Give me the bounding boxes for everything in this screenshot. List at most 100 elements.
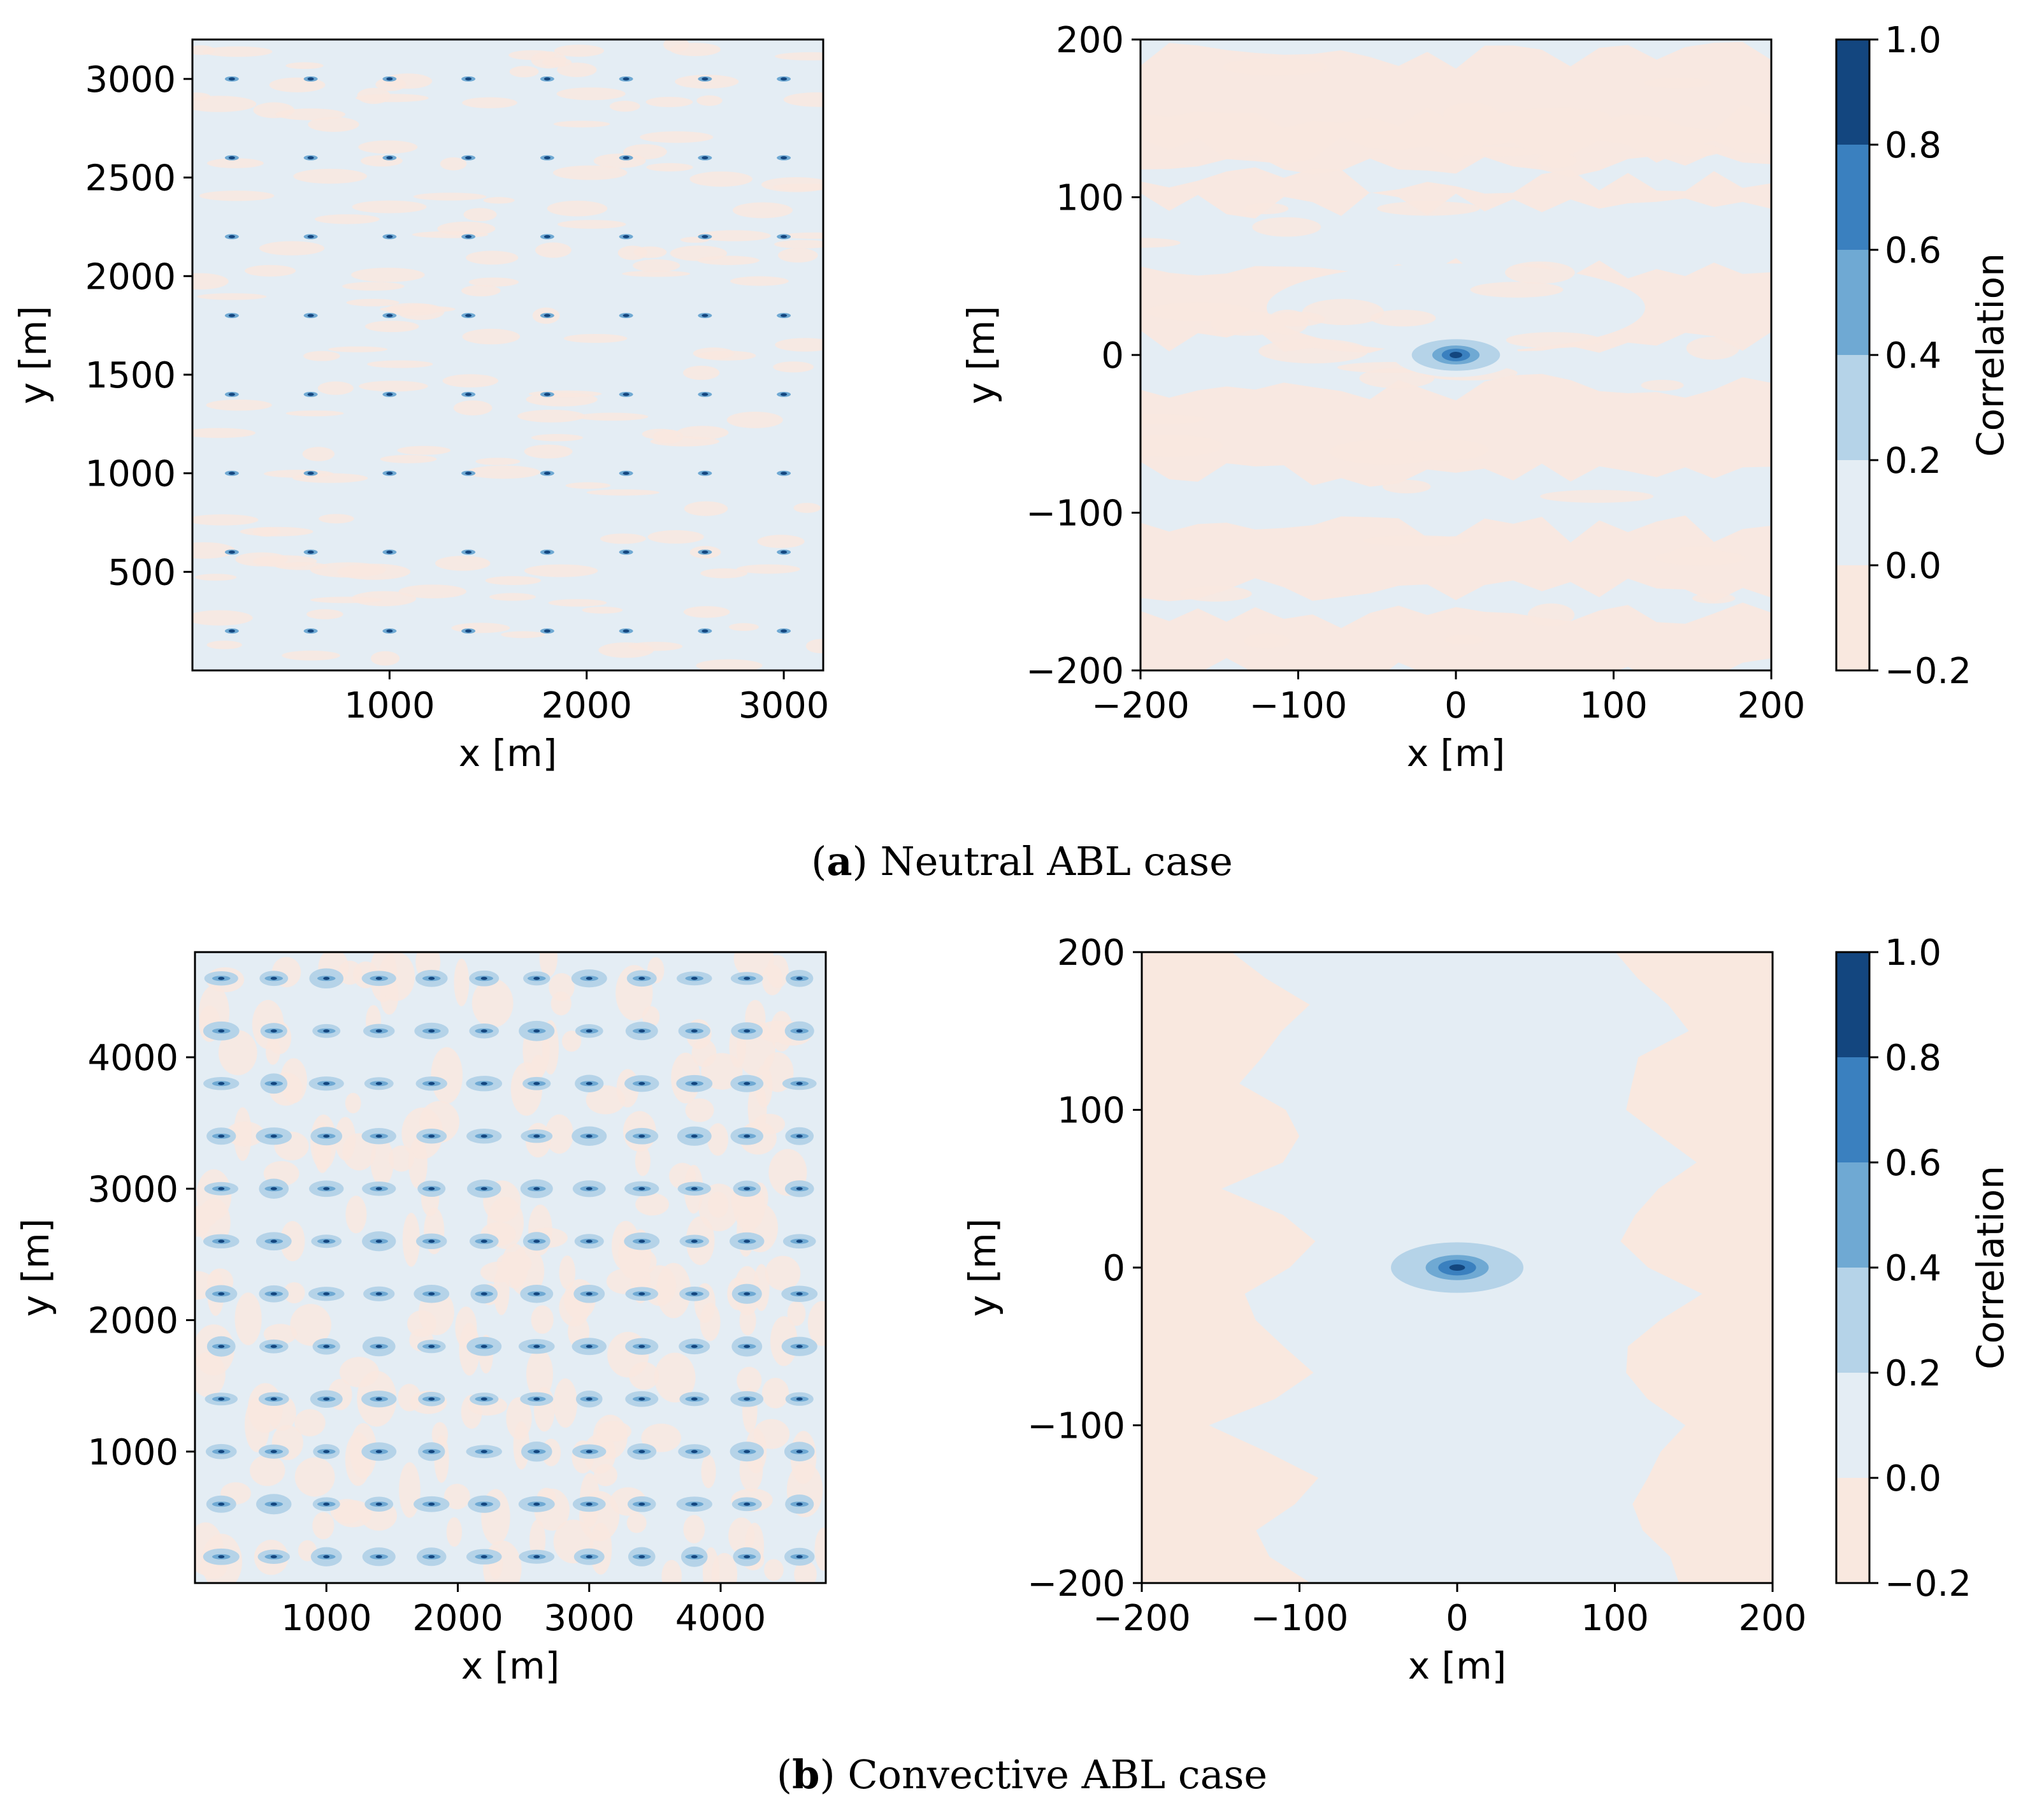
negative-correlation-patch xyxy=(339,1357,379,1387)
turbine-correlation-peak xyxy=(375,1029,382,1033)
negative-correlation-patch xyxy=(549,973,575,1001)
turbine-correlation-peak xyxy=(465,629,472,633)
negative-correlation-patch xyxy=(370,1138,394,1186)
turbine-correlation-peak xyxy=(623,314,630,317)
negative-correlation-patch xyxy=(1686,336,1739,360)
negative-correlation-patch xyxy=(629,1362,659,1390)
negative-correlation-patch xyxy=(626,1513,647,1533)
negative-correlation-patch xyxy=(454,958,470,1007)
negative-correlation-patch xyxy=(1267,309,1309,335)
negative-correlation-patch xyxy=(380,305,456,313)
negative-correlation-patch xyxy=(252,555,317,568)
negative-correlation-streak xyxy=(1141,105,1771,177)
negative-correlation-patch xyxy=(732,202,793,219)
colorbar-tick-label: 0.2 xyxy=(1885,1353,1941,1394)
turbine-correlation-peak xyxy=(796,1555,803,1559)
negative-correlation-patch xyxy=(645,96,693,108)
negative-correlation-patch xyxy=(346,298,399,307)
negative-correlation-patch xyxy=(775,338,823,352)
negative-correlation-patch xyxy=(707,1192,729,1218)
negative-correlation-patch xyxy=(693,347,735,359)
turbine-correlation-peak xyxy=(702,77,709,81)
turbine-correlation-peak xyxy=(480,1081,487,1085)
negative-correlation-patch xyxy=(707,1123,729,1156)
turbine-correlation-peak xyxy=(323,1450,330,1454)
negative-correlation-patch xyxy=(647,530,704,544)
turbine-correlation-peak xyxy=(323,1502,330,1506)
turbine-correlation-peak xyxy=(533,1081,540,1085)
negative-correlation-patch xyxy=(206,399,272,411)
turbine-correlation-peak xyxy=(638,1450,645,1454)
turbine-correlation-peak xyxy=(638,1187,645,1190)
turbine-correlation-peak xyxy=(323,1555,330,1559)
negative-correlation-patch xyxy=(195,1205,217,1229)
turbine-correlation-peak xyxy=(218,1345,225,1349)
turbine-correlation-peak xyxy=(428,1292,435,1296)
turbine-correlation-peak xyxy=(796,1187,803,1190)
turbine-correlation-peak xyxy=(270,1134,277,1138)
negative-correlation-patch xyxy=(328,346,388,352)
colorbar-tick-label: 1.0 xyxy=(1885,932,1941,974)
y-tick-label: 1500 xyxy=(85,355,176,396)
colorbar-tick-label: 0.0 xyxy=(1885,546,1941,587)
turbine-correlation-peak xyxy=(323,1187,330,1190)
negative-correlation-patch xyxy=(263,1324,298,1345)
turbine-correlation-peak xyxy=(691,1292,698,1296)
negative-correlation-patch xyxy=(290,1303,331,1346)
turbine-correlation-peak xyxy=(586,1187,593,1190)
turbine-correlation-peak xyxy=(428,1240,435,1243)
colorbar-tick-label: 0.8 xyxy=(1885,1038,1941,1079)
negative-correlation-patch xyxy=(781,232,823,239)
negative-correlation-patch xyxy=(807,1301,826,1346)
negative-correlation-patch xyxy=(539,952,558,977)
turbine-correlation-peak xyxy=(375,1240,382,1243)
negative-correlation-patch xyxy=(364,321,419,333)
negative-correlation-patch xyxy=(814,1528,826,1571)
turbine-correlation-peak xyxy=(796,1134,803,1138)
negative-correlation-patch xyxy=(192,92,211,101)
negative-correlation-patch xyxy=(642,428,678,440)
turbine-correlation-peak xyxy=(702,550,709,554)
negative-correlation-patch xyxy=(259,241,325,256)
negative-correlation-patch xyxy=(1211,311,1285,336)
negative-correlation-patch xyxy=(545,1114,573,1154)
negative-correlation-patch xyxy=(554,45,604,57)
turbine-correlation-peak xyxy=(428,1345,435,1349)
negative-correlation-patch xyxy=(312,1512,335,1540)
turbine-correlation-peak xyxy=(480,976,487,980)
turbine-correlation-peak xyxy=(386,156,393,160)
negative-correlation-patch xyxy=(471,978,514,1028)
negative-correlation-patch xyxy=(565,482,611,489)
negative-correlation-streak xyxy=(1141,167,1771,219)
negative-correlation-patch xyxy=(635,1146,651,1176)
negative-correlation-patch xyxy=(240,526,313,537)
turbine-correlation-peak xyxy=(586,976,593,980)
negative-correlation-patch xyxy=(397,445,450,455)
turbine-correlation-peak xyxy=(375,1134,382,1138)
turbine-correlation-peak xyxy=(428,1450,435,1454)
turbine-correlation-peak xyxy=(428,976,435,980)
negative-correlation-patch xyxy=(531,1055,545,1079)
negative-correlation-streak xyxy=(1141,373,1771,487)
turbine-correlation-peak xyxy=(465,235,472,238)
colorbar-label: Correlation xyxy=(1969,1166,2012,1370)
negative-correlation-patch xyxy=(378,952,415,1001)
turbine-correlation-peak xyxy=(218,1240,225,1243)
negative-correlation-patch xyxy=(737,564,800,574)
y-tick-label: 3000 xyxy=(85,59,176,101)
turbine-correlation-peak xyxy=(796,1240,803,1243)
turbine-correlation-peak xyxy=(533,1450,540,1454)
turbine-correlation-peak xyxy=(480,1240,487,1243)
turbine-correlation-peak xyxy=(428,1502,435,1506)
turbine-correlation-peak xyxy=(586,1555,593,1559)
x-tick-label: 2000 xyxy=(541,685,632,727)
turbine-correlation-peak xyxy=(702,156,709,160)
negative-correlation-patch xyxy=(1180,586,1252,602)
negative-correlation-patch xyxy=(431,1047,463,1104)
turbine-correlation-peak xyxy=(586,1240,593,1243)
turbine-correlation-peak xyxy=(218,1187,225,1190)
turbine-correlation-peak xyxy=(375,1187,382,1190)
negative-correlation-patch xyxy=(646,163,693,172)
turbine-correlation-peak xyxy=(270,1502,277,1506)
turbine-correlation-peak xyxy=(375,1081,382,1085)
